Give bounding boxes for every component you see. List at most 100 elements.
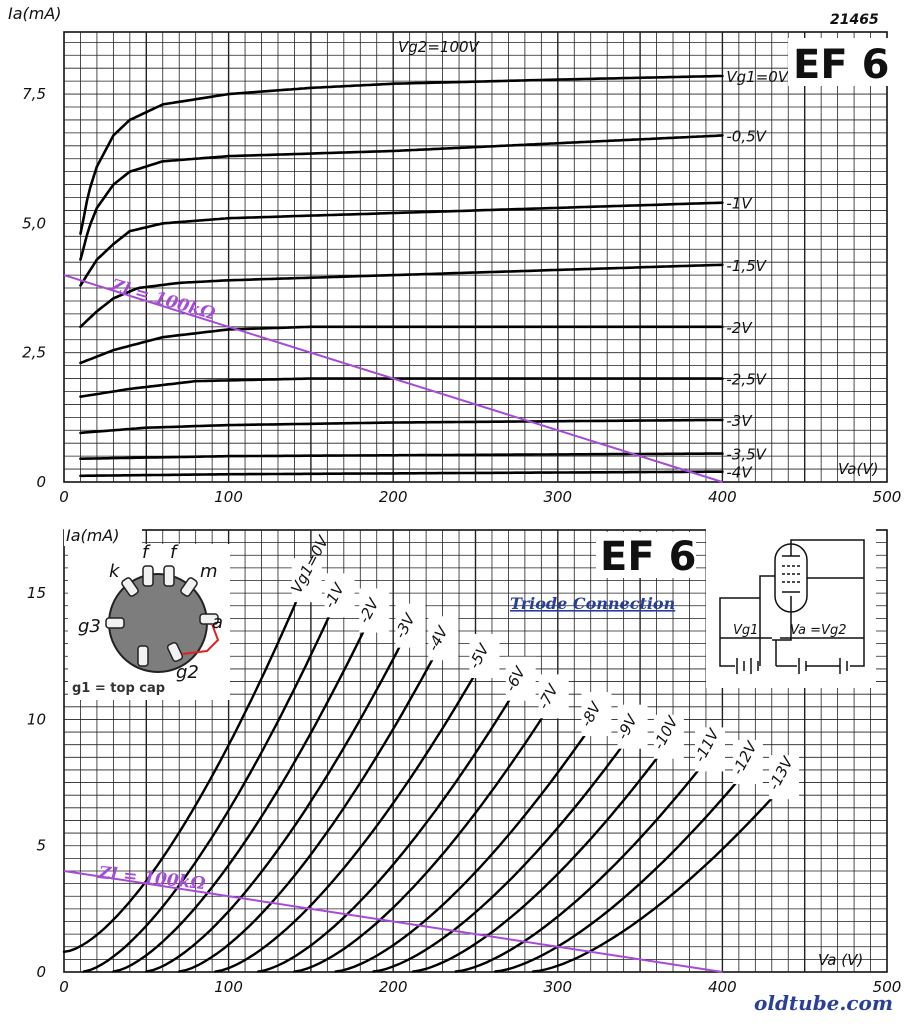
bottom-curve-11 <box>454 765 703 973</box>
bottom-curve-3 <box>145 642 403 973</box>
bottom-curve-5 <box>214 672 477 973</box>
schematic-label-vg1: Vg1 <box>733 623 758 638</box>
bottom-chart-curves <box>62 597 777 973</box>
bottom-curve-label-bg-0 <box>291 558 322 603</box>
bottom-chart-curve-labels: Vg1=0V-1V -2V -3V -4V-5V-6V-7V-8V -9V -10V -11… <box>287 532 800 800</box>
pin-tab-a <box>199 613 219 625</box>
bottom-x-tick-label: 300 <box>543 978 572 996</box>
schematic-wiring <box>719 539 865 667</box>
top-curve-label-5: -2,5V <box>726 371 767 389</box>
pin-label-g2: g2 <box>176 662 199 683</box>
pinout-inset: k f f m a g2 g3 g1 = top cap <box>68 542 230 700</box>
pin-tab-f2 <box>163 565 175 587</box>
bottom-curve-label-bg-1 <box>324 573 355 618</box>
top-curve-label-0: Vg1=0V <box>726 68 789 86</box>
bottom-curve-label-bg-10 <box>653 714 684 759</box>
top-curve-3 <box>79 263 724 329</box>
bottom-curve-2 <box>112 626 367 973</box>
top-x-tick-label: 0 <box>59 488 69 506</box>
top-curve-4 <box>79 325 724 365</box>
bottom-curve-13 <box>531 793 777 973</box>
top-y-tick-label: 2,5 <box>22 344 46 362</box>
pin-tab-f1 <box>142 565 154 587</box>
bottom-x-tick-label: 500 <box>873 978 902 996</box>
bottom-curve-label-bg-2 <box>359 588 390 633</box>
top-x-tick-label: 400 <box>708 488 737 506</box>
pin-tab-g2 <box>166 641 184 663</box>
top-x-tick-label: 300 <box>543 488 572 506</box>
bottom-curve-label-bg-9 <box>617 704 648 749</box>
top-chart-ticks: 0 100 200 300 400 500 0 2,5 5,0 7,5 <box>22 85 901 506</box>
top-y-tick-label: 0 <box>36 473 46 491</box>
pin-label-f1: f <box>142 542 151 563</box>
top-x-tick-label: 200 <box>379 488 408 506</box>
schematic-battery-2 <box>798 658 848 674</box>
top-x-tick-label: 100 <box>214 488 243 506</box>
bottom-title-background <box>596 532 696 578</box>
top-chart-title: EF 6 <box>793 42 889 88</box>
top-curve-label-8: -4V <box>726 464 753 482</box>
top-chart-curves <box>79 74 724 478</box>
bottom-curve-8 <box>334 730 589 973</box>
top-curve-label-3: -1,5V <box>726 257 767 275</box>
bottom-curve-10 <box>411 753 662 973</box>
bottom-y-tick-label: 5 <box>36 837 46 855</box>
bottom-curve-1 <box>82 611 332 973</box>
pin-label-g3: g3 <box>78 616 101 637</box>
top-curve-8 <box>79 470 724 478</box>
pinout-pin-tabs <box>105 565 219 667</box>
bottom-curve-9 <box>372 743 625 973</box>
top-curve-7 <box>79 452 724 460</box>
bottom-chart-title: EF 6 <box>600 534 696 580</box>
top-y-tick-label: 5,0 <box>22 214 46 232</box>
bottom-x-tick-label: 400 <box>708 978 737 996</box>
top-curve-label-6: -3V <box>726 412 753 430</box>
bottom-curve-label-bg-8 <box>581 692 612 737</box>
pin-label-f2: f <box>170 542 179 563</box>
bottom-chart-subtitle: Triode Connection <box>510 594 675 613</box>
pin-label-k: k <box>109 561 121 582</box>
top-curve-label-1: -0,5V <box>726 127 767 145</box>
bottom-curve-12 <box>494 778 741 973</box>
pinout-strap-wire <box>181 623 220 655</box>
top-x-axis-label: Va(V) <box>838 460 878 478</box>
bottom-x-tick-label: 100 <box>214 978 243 996</box>
schematic-drawing <box>719 539 865 674</box>
top-curve-1 <box>79 134 724 261</box>
pin-tab-g3 <box>105 617 125 629</box>
pin-label-a: a <box>212 612 223 633</box>
top-curve-label-4: -2V <box>726 319 753 337</box>
bottom-curve-6 <box>257 695 513 973</box>
bottom-y-label-background <box>64 524 142 546</box>
bottom-x-axis-label: Va (V) <box>818 951 863 969</box>
bottom-curve-label-bg-12 <box>732 740 763 785</box>
bottom-y-axis-label: Ia(mA) <box>66 526 120 545</box>
top-x-tick-label: 500 <box>873 488 902 506</box>
top-chart-curve-labels: Vg1=0V -0,5V -1V -1,5V -2V -2,5V -3V -3,5V-4V <box>726 68 789 482</box>
bottom-chart-ticks: 0 100 200 300 400 500 0 5 10 15 <box>27 584 901 996</box>
bottom-chart-triode: Vg1=0V-1V -2V -3V -4V-5V-6V-7V-8V -9V -10V -11… <box>27 524 901 996</box>
bottom-y-tick-label: 0 <box>36 963 46 981</box>
top-y-tick-label: 7,5 <box>22 85 46 103</box>
top-condition-label: Vg2=100V <box>398 38 481 56</box>
bottom-curve-4 <box>178 654 436 973</box>
pin-tab-k <box>121 577 139 597</box>
top-chart-pentode: Vg1=0V -0,5V -1V -1,5V -2V -2,5V -3V -3,5V-4V 0… <box>8 4 901 506</box>
top-figure-number: 21465 <box>830 12 879 28</box>
bottom-y-tick-label: 10 <box>27 710 46 728</box>
schematic-inset: Vg1 Va =Vg2 <box>706 528 876 688</box>
schematic-label-va: Va =Vg2 <box>790 623 846 638</box>
top-curve-label-7: -3,5V <box>726 446 767 464</box>
top-y-axis-label: Ia(mA) <box>8 4 62 23</box>
watermark: oldtube.com <box>754 991 893 1015</box>
bottom-curve-label-bg-13 <box>769 755 800 800</box>
bottom-curve-7 <box>293 712 546 973</box>
bottom-load-line <box>63 869 723 973</box>
top-curve-0 <box>79 74 724 235</box>
top-curve-5 <box>79 377 724 398</box>
top-curve-2 <box>79 201 724 287</box>
bottom-curve-label-bg-3 <box>395 603 426 648</box>
schematic-tube-envelope <box>774 543 808 613</box>
schematic-battery-1 <box>736 658 759 674</box>
